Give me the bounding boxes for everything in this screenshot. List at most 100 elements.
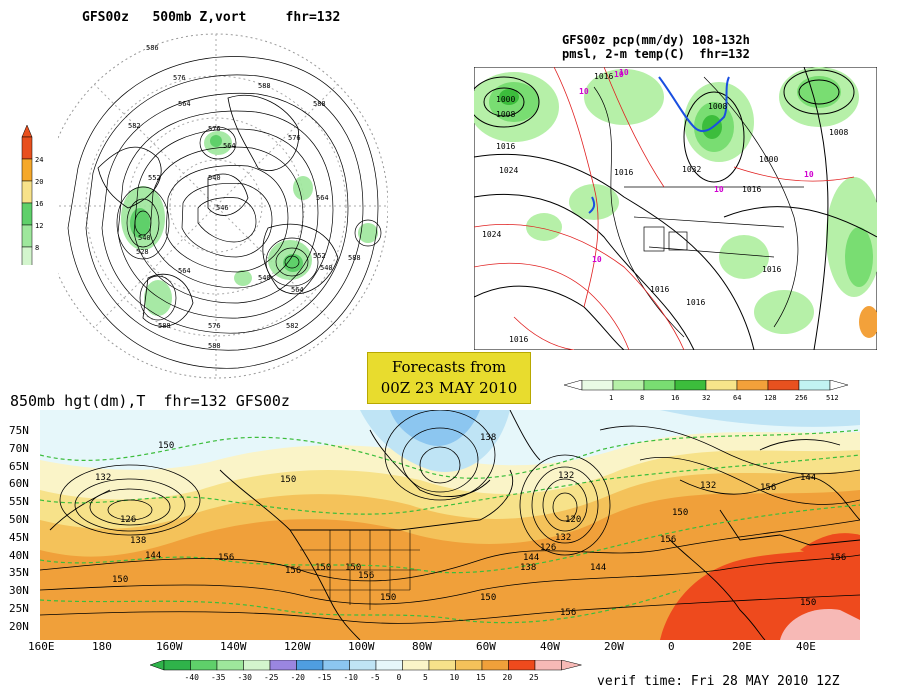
height-label: 132 [700,481,716,491]
height-label: 156 [218,553,234,563]
height-label: 132 [558,471,574,481]
isobar-label: 1016 [650,285,669,294]
contour-label: 546 [216,204,229,212]
contour-label: 540 [320,264,333,272]
contour-label: 586 [146,44,159,52]
height-label: 150 [380,593,396,603]
colorbar-tick-label: 8 [35,244,39,252]
contour-label: 588 [208,342,221,350]
height-label: 150 [345,563,361,573]
lon-label: 40E [796,640,816,653]
lat-label: 45N [9,530,29,544]
isobar-label: 1016 [686,298,705,307]
contour-label: 588 [158,322,171,330]
colorbar-swatch [21,224,33,248]
colorbar-tick-label: 20 [35,178,43,186]
colorbar-swatch [21,158,33,182]
forecast-box: Forecasts from 00Z 23 MAY 2010 [367,352,531,404]
colorbar-swatch [349,660,377,671]
contour-label: 564 [316,194,329,202]
lon-label: 80W [412,640,432,653]
colorbar-swatch [455,660,483,671]
isobar-label: 1008 [496,110,515,119]
forecast-from-label: Forecasts from [391,358,507,376]
lon-axis: 160E 180 160W 140W 120W 100W 80W 60W 40W 20W 0 20E 4… [20,640,880,654]
colorbar-tick-label: -35 [211,673,226,682]
pcp-panel-title-line2: pmsl, 2-m temp(C) fhr=132 [562,47,750,61]
colorbar-tick-label: 256 [795,394,808,402]
height-label: 150 [158,441,174,451]
colorbar-tick-label: 10 [450,673,460,682]
isobar-label: 1016 [614,168,633,177]
contour-label: 564 [178,267,191,275]
colorbar-swatch [508,660,536,671]
isobar-label: 1008 [708,102,727,111]
verif-time: verif time: Fri 28 MAY 2010 12Z [597,674,840,689]
polar-contour-labels: 586 576 564 582 552 540 528 564 546 540 576 564 588 5… [128,44,361,350]
height-label: 156 [285,566,301,576]
colorbar-swatch [534,660,562,671]
lat-label: 50N [9,513,29,526]
temp-label: 10 [614,70,624,79]
contour-label: 576 [208,322,221,330]
contour-label: 528 [136,248,149,256]
isobar-label: 1024 [499,166,518,175]
colorbar-tick-label: 15 [476,673,486,682]
forecast-init-time: 00Z 23 MAY 2010 [380,379,518,397]
colorbar-swatch [402,660,430,671]
colorbar-swatch [243,660,271,671]
lon-label: 140W [220,640,247,653]
contour-label: 552 [148,174,161,182]
contour-label: 576 [208,125,221,133]
height-label: 156 [660,535,676,545]
height-label: 150 [672,508,688,518]
colorbar-arrow-left [563,380,583,391]
isobar-label: 1016 [762,265,781,274]
contour-label: 540 [208,174,221,182]
isobar-label: 1016 [594,72,613,81]
height-label: 156 [358,571,374,581]
isobar-label: 1000 [759,155,778,164]
lat-label: 30N [9,584,29,598]
colorbar-swatch [798,380,831,391]
height-label: 150 [112,575,128,585]
lon-label: 60W [476,640,496,653]
height-label: 150 [480,593,496,603]
height-label: 144 [523,553,539,563]
height-label: 156 [760,483,776,493]
colorbar-tick-label: -15 [317,673,332,682]
temp-label: 10 [592,255,602,264]
lat-label: 65N [9,459,29,473]
height-label: 156 [560,608,576,618]
colorbar-tick-label: 5 [423,673,428,682]
height-label: 132 [555,533,571,543]
lon-label: 40W [540,640,560,653]
contour-label: 540 [138,234,151,242]
colorbar-swatch [767,380,800,391]
temp-label: 10 [619,68,629,77]
colorbar-swatch [21,246,33,265]
height-label: 138 [130,536,146,546]
lat-label: 35N [9,566,29,580]
contour-label: 588 [258,82,271,90]
isobar-label: 1016 [742,185,761,194]
height-label: 150 [800,598,816,608]
contour-label: 564 [178,100,191,108]
colorbar-swatch [428,660,456,671]
height-label: 126 [120,515,136,525]
colorbar-tick-label: 512 [826,394,839,402]
lat-label: 60N [9,477,29,491]
bottom-panel-title: 850mb hgt(dm),T fhr=132 GFS00z [10,392,290,410]
height-label: 120 [565,515,581,525]
lat-label: 75N [9,424,29,437]
contour-label: 582 [128,122,141,130]
contour-label: 588 [313,100,326,108]
colorbar-swatch [21,202,33,226]
temp-label: 10 [714,185,724,194]
height-label: 126 [540,543,556,553]
colorbar-tick-label: 24 [35,156,43,164]
contour-label: 576 [288,134,301,142]
colorbar-arrow-right [829,380,849,391]
height-label: 144 [590,563,606,573]
colorbar-swatch [375,660,403,671]
